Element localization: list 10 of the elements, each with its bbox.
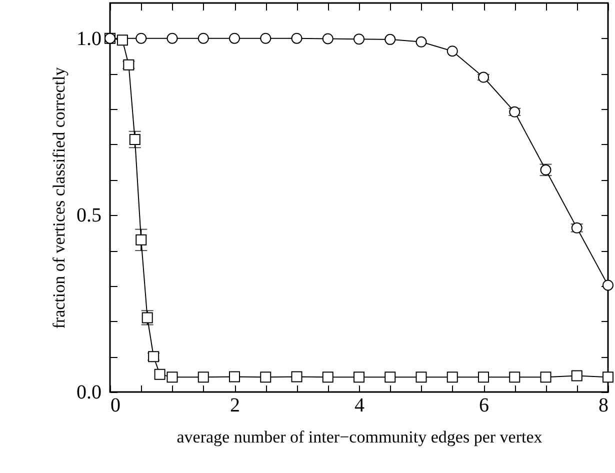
y-tick-label: 0.5	[76, 204, 102, 227]
x-tick-label: 6	[479, 394, 489, 416]
x-tick-label: 8	[598, 394, 608, 416]
y-tick-label: 1.0	[76, 28, 102, 50]
x-tick-label: 0	[110, 394, 120, 416]
x-tick-label: 2	[230, 394, 240, 416]
y-tick-label: 0.0	[76, 382, 102, 404]
x-tick-label: 4	[354, 394, 364, 416]
y-axis-title: fraction of vertices classified correctly	[50, 66, 68, 329]
x-axis-title: average number of inter−community edges per vertex	[176, 428, 543, 446]
